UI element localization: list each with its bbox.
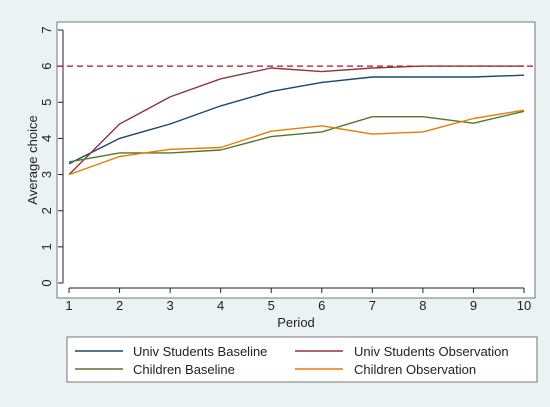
x-tick-label: 9: [470, 298, 477, 313]
y-tick-label: 2: [39, 207, 54, 214]
x-axis: 1 2 3 4 5 6 7 8 9 10: [65, 287, 531, 313]
x-tick-label: 1: [65, 298, 72, 313]
y-tick-label: 3: [39, 171, 54, 178]
y-tick-label: 1: [39, 243, 54, 250]
y-tick-label: 6: [39, 63, 54, 70]
x-tick-label: 7: [369, 298, 376, 313]
x-tick-label: 2: [116, 298, 123, 313]
legend: Univ Students Baseline Univ Students Obse…: [75, 344, 509, 377]
legend-label: Children Baseline: [133, 362, 235, 377]
y-tick-label: 4: [39, 135, 54, 142]
y-tick-label: 7: [39, 26, 54, 33]
y-tick-label: 0: [39, 279, 54, 286]
x-tick-label: 6: [318, 298, 325, 313]
series-line-children-observation: [68, 109, 525, 176]
series-line-univ-students-baseline: [68, 74, 525, 165]
plot-area: [56, 21, 536, 299]
series-group: [68, 65, 525, 176]
series-line-univ-students-observation: [68, 65, 524, 176]
legend-label: Children Observation: [354, 362, 476, 377]
y-axis-title: Average choice: [25, 115, 40, 204]
y-tick-label: 5: [39, 99, 54, 106]
legend-label: Univ Students Baseline: [133, 344, 267, 359]
legend-label: Univ Students Observation: [354, 344, 509, 359]
x-tick-label: 3: [166, 298, 173, 313]
legend-box: [66, 336, 538, 383]
x-tick-label: 8: [419, 298, 426, 313]
x-tick-label: 10: [517, 298, 531, 313]
x-tick-label: 5: [268, 298, 275, 313]
x-tick-label: 4: [217, 298, 224, 313]
x-axis-title: Period: [277, 315, 315, 330]
